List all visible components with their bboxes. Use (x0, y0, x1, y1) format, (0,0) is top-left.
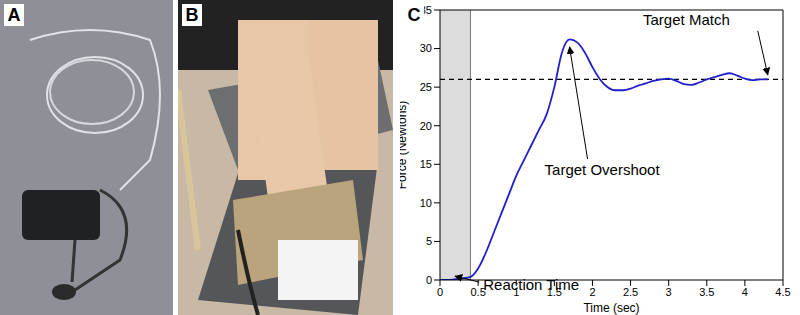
html-text:C: C (407, 5, 421, 25)
svg-text:10: 10 (420, 197, 432, 209)
svg-text:35: 35 (419, 3, 432, 16)
svg-text:Time (sec): Time (sec) (583, 301, 639, 315)
svg-text:2.5: 2.5 (623, 286, 638, 298)
svg-text:Reaction Time: Reaction Time (483, 276, 579, 293)
svg-text:15: 15 (420, 158, 432, 170)
svg-text:30: 30 (420, 42, 432, 54)
svg-text:Target Overshoot: Target Overshoot (545, 161, 661, 178)
svg-text:Target Match: Target Match (643, 11, 730, 28)
svg-text:4.5: 4.5 (775, 286, 790, 298)
html-text:B: B (185, 5, 199, 25)
svg-text:5: 5 (426, 235, 432, 247)
svg-text:1.5: 1.5 (547, 286, 562, 298)
svg-text:20: 20 (420, 120, 432, 132)
svg-text:1: 1 (513, 286, 519, 298)
html-text:A: A (7, 5, 21, 25)
svg-text:3: 3 (666, 286, 672, 298)
svg-text:0: 0 (437, 286, 443, 298)
svg-text:0: 0 (426, 274, 432, 286)
svg-text:Force (Newtons): Force (Newtons) (400, 101, 409, 190)
svg-text:2: 2 (589, 286, 595, 298)
svg-text:4: 4 (742, 286, 748, 298)
svg-text:25: 25 (420, 81, 432, 93)
svg-text:3.5: 3.5 (699, 286, 714, 298)
svg-text:0.5: 0.5 (470, 286, 485, 298)
